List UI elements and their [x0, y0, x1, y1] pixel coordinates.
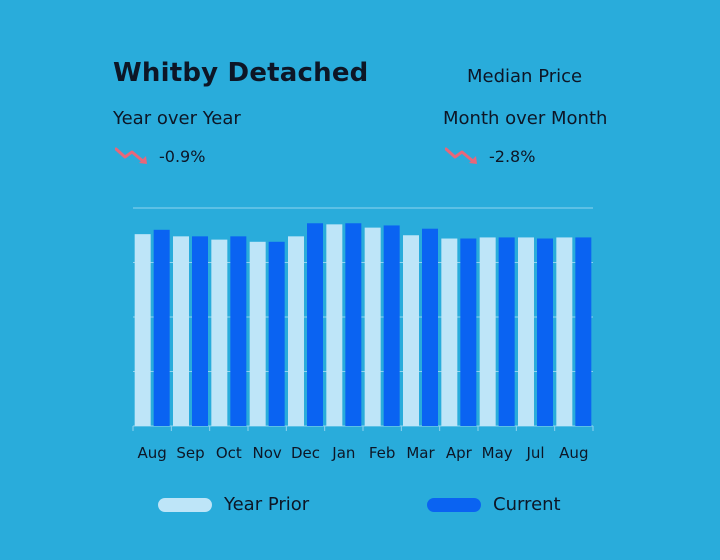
- x-tick-label: Feb: [369, 444, 396, 462]
- bar-current: [498, 237, 515, 426]
- bar-current: [575, 237, 592, 426]
- x-tick-label: Aug: [559, 444, 588, 462]
- chart-title: Whitby Detached: [113, 58, 369, 88]
- bar-current: [537, 238, 553, 426]
- bar-current: [192, 236, 208, 426]
- legend-label-year-prior: Year Prior: [224, 494, 310, 515]
- trend-down-icon: [445, 147, 477, 164]
- legend-label-current: Current: [493, 494, 561, 515]
- mom-stat: -2.8%: [445, 146, 535, 166]
- yoy-stat: -0.9%: [115, 146, 205, 166]
- bar-year-prior: [403, 235, 419, 426]
- bar-year-prior: [173, 236, 189, 426]
- legend-current: Current: [427, 494, 561, 515]
- mom-label: Month over Month: [443, 108, 608, 129]
- bar-current: [345, 223, 362, 426]
- x-tick-label: May: [482, 444, 513, 462]
- bar-current: [307, 223, 323, 426]
- bar-year-prior: [364, 227, 381, 426]
- bar-current: [383, 225, 400, 426]
- x-tick-label: Nov: [253, 444, 282, 462]
- bar-year-prior: [326, 224, 343, 426]
- x-tick-label: Sep: [176, 444, 204, 462]
- trend-down-icon: [115, 147, 147, 164]
- bar-chart: Aug Sep Oct Nov Dec Jan Feb Mar Apr May Jul Aug: [132, 207, 594, 462]
- x-tick-label: Jan: [331, 444, 355, 462]
- bar-year-prior: [249, 241, 266, 426]
- x-tick-label: Aug: [138, 444, 167, 462]
- bar-year-prior: [518, 237, 534, 426]
- bar-year-prior: [556, 237, 573, 426]
- bar-year-prior: [134, 234, 151, 426]
- yoy-value: -0.9%: [159, 146, 206, 166]
- legend-swatch-year-prior: [158, 497, 212, 512]
- bar-current: [153, 229, 170, 426]
- x-tick-label: Mar: [406, 444, 435, 462]
- legend-year-prior: Year Prior: [158, 494, 309, 515]
- x-tick-label: Dec: [291, 444, 320, 462]
- legend-swatch-current: [427, 497, 481, 512]
- yoy-label: Year over Year: [113, 108, 241, 129]
- mom-value: -2.8%: [489, 146, 536, 166]
- bar-current: [268, 241, 285, 426]
- x-tick-label: Apr: [446, 444, 473, 462]
- chart-subtitle: Median Price: [467, 66, 583, 87]
- bar-year-prior: [288, 236, 304, 426]
- bar-year-prior: [479, 237, 496, 426]
- bar-current: [460, 238, 477, 426]
- bar-current: [422, 228, 438, 426]
- x-tick-label: Jul: [525, 444, 544, 462]
- bar-current: [230, 236, 247, 426]
- bar-year-prior: [441, 238, 458, 426]
- bar-year-prior: [211, 239, 228, 426]
- x-tick-label: Oct: [216, 444, 242, 462]
